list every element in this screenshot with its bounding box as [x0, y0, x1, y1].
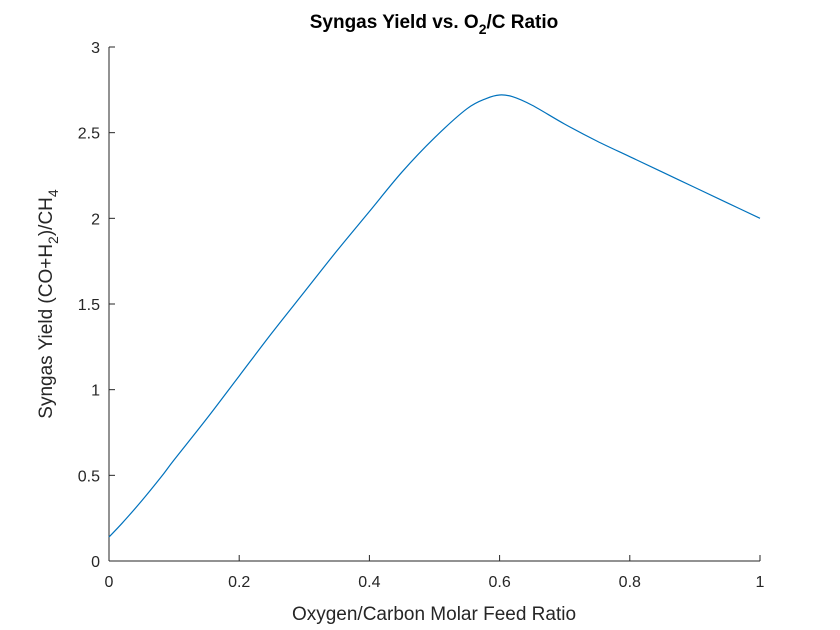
y-tick-label: 2.5 [78, 126, 100, 143]
y-tick-label: 0.5 [78, 468, 100, 485]
x-axis-ticks: 0 0.2 0.4 0.6 0.8 1 [105, 555, 765, 591]
x-tick-label: 0.4 [358, 574, 380, 591]
x-tick-label: 1 [756, 574, 765, 591]
y-tick-label: 1.5 [78, 297, 100, 314]
y-tick-label: 2 [91, 211, 100, 228]
x-tick-label: 0 [105, 574, 114, 591]
y-tick-label: 0 [91, 554, 100, 571]
x-axis-label: Oxygen/Carbon Molar Feed Ratio [292, 604, 576, 625]
y-axis-label: Syngas Yield (CO+H2)/CH4 [36, 189, 61, 419]
x-tick-label: 0.6 [488, 574, 510, 591]
y-tick-label: 3 [91, 40, 100, 57]
y-tick-label: 1 [91, 383, 100, 400]
chart-title: Syngas Yield vs. O2/C Ratio [310, 12, 559, 37]
y-axis-ticks: 0 0.5 1 1.5 2 2.5 3 [78, 40, 115, 571]
series-line [108, 94, 761, 538]
x-tick-label: 0.2 [228, 574, 250, 591]
x-tick-label: 0.8 [619, 574, 641, 591]
